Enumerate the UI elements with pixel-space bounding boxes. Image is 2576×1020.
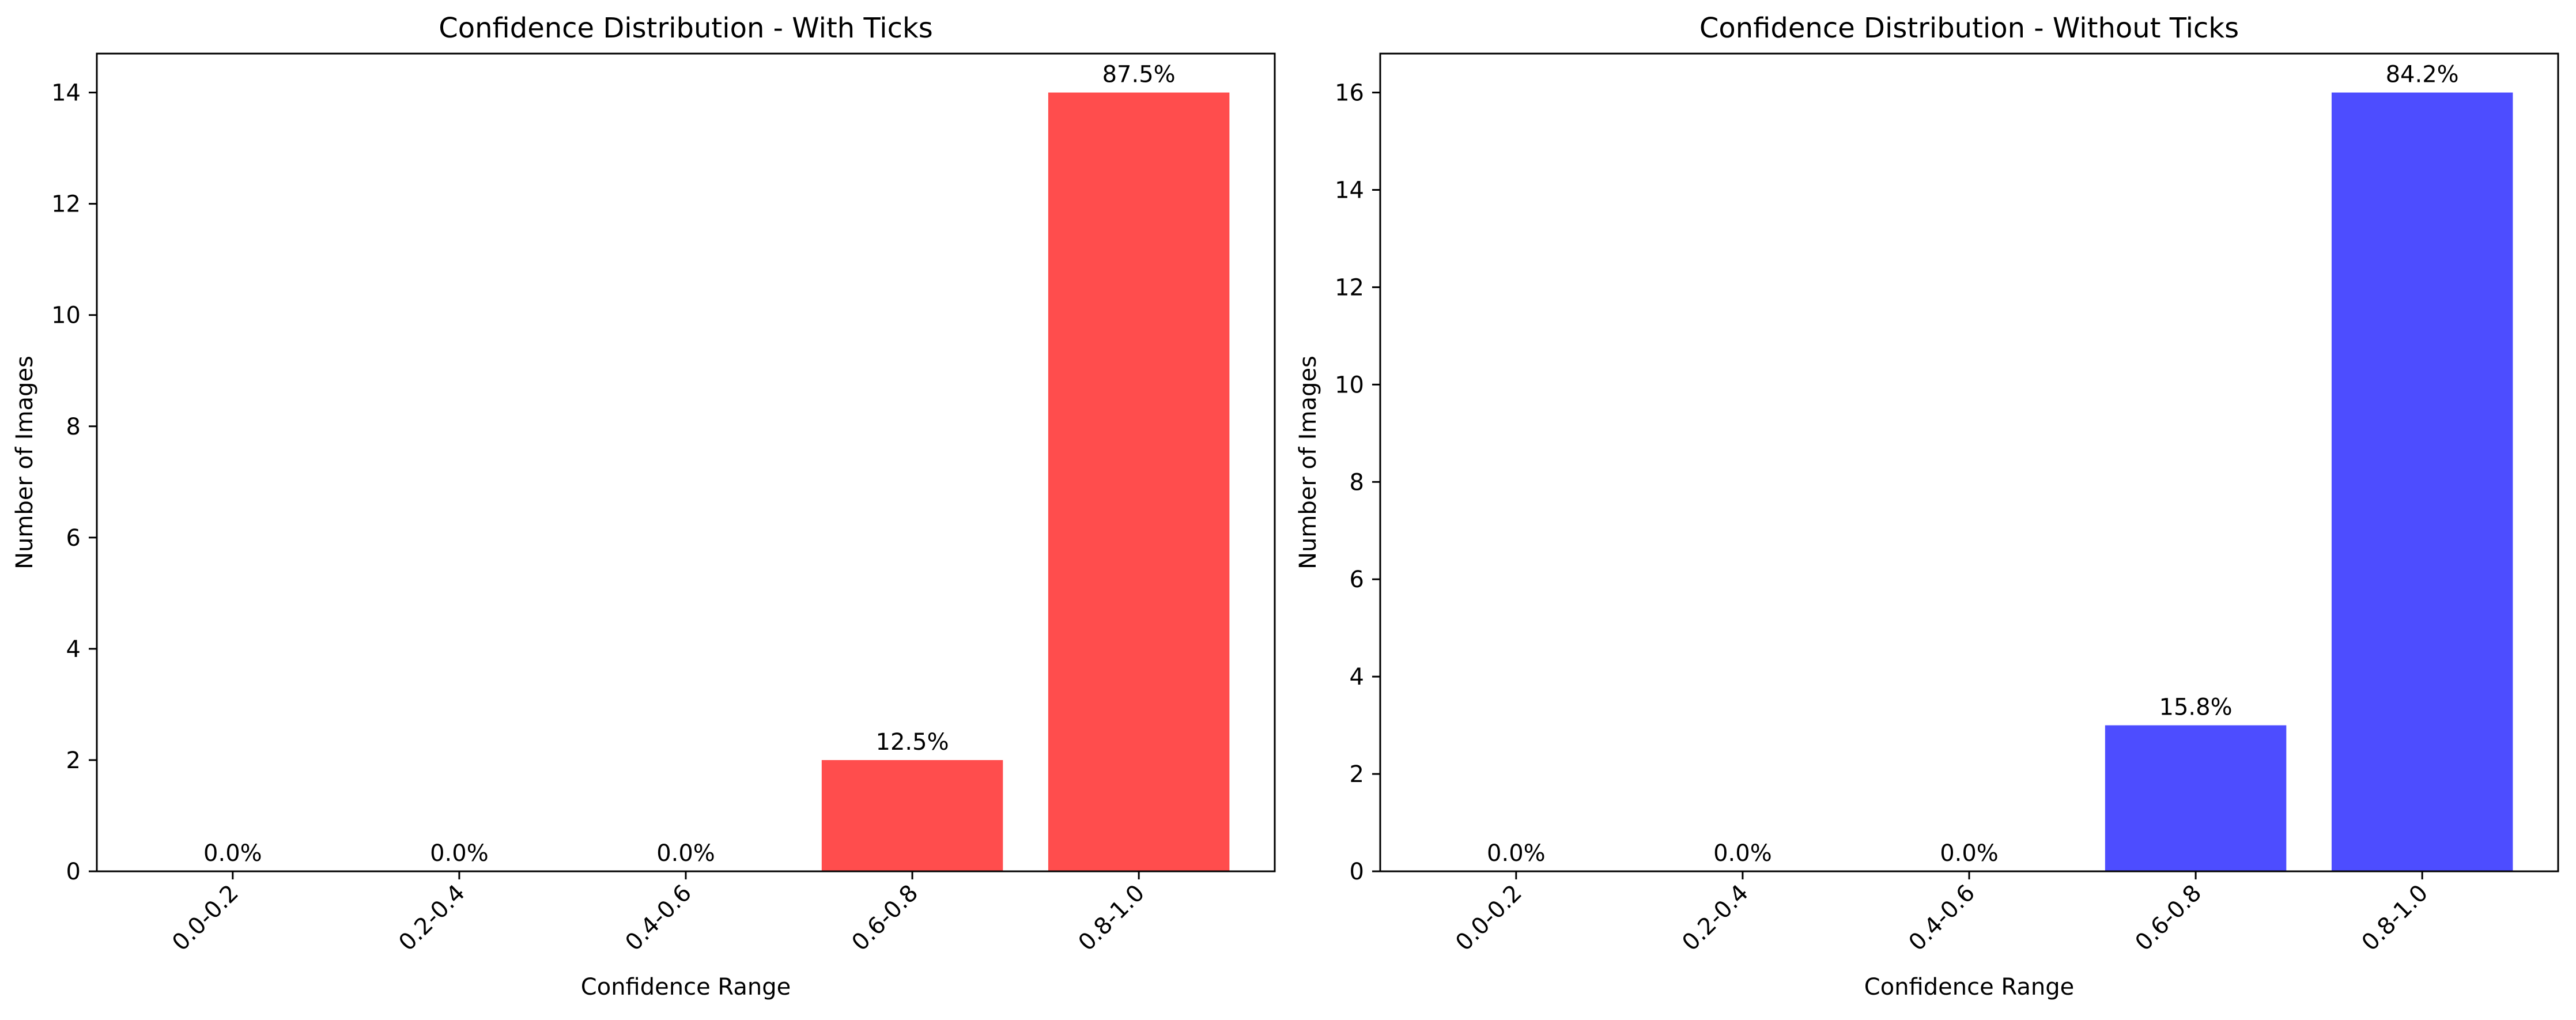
bar-data-label: 84.2% [2386, 62, 2459, 88]
x-tick-label: 0.4-0.6 [1903, 880, 1980, 957]
y-tick-label: 8 [1350, 469, 1364, 496]
y-tick-label: 2 [1350, 761, 1364, 788]
y-tick-label: 10 [1335, 372, 1364, 398]
y-tick-label: 6 [66, 525, 81, 551]
bar-data-label: 0.0% [1940, 840, 1999, 867]
y-tick-label: 16 [1335, 80, 1364, 107]
y-tick-label: 8 [66, 414, 81, 440]
y-tick-label: 12 [51, 191, 81, 218]
x-tick-label: 0.2-0.4 [1677, 880, 1754, 957]
chart-panel-without-ticks: 0.0% 0.0% 0.0% 15.8% 84.2% 0 2 4 6 8 10 12 14 16 0.0-0… [1295, 12, 2559, 1000]
x-tick-label: 0.0-0.2 [1451, 880, 1527, 957]
x-tick-label: 0.8-1.0 [2357, 880, 2434, 957]
bar-0.8-1.0 [1048, 92, 1230, 872]
y-tick-label: 2 [66, 747, 81, 774]
bar-0.8-1.0 [2331, 92, 2513, 872]
y-tick-label: 6 [1350, 566, 1364, 593]
bar-data-label: 0.0% [656, 840, 715, 867]
x-axis-label: Confidence Range [581, 974, 791, 1000]
y-axis-label: Number of Images [12, 356, 38, 569]
y-axis-label: Number of Images [1295, 356, 1321, 569]
y-tick-label: 4 [66, 636, 81, 663]
bar-data-label: 87.5% [1102, 62, 1176, 88]
x-tick-label: 0.0-0.2 [167, 880, 244, 957]
y-tick-label: 10 [51, 303, 81, 329]
y-tick-label: 14 [1335, 177, 1364, 204]
bar-data-label: 0.0% [203, 840, 262, 867]
y-tick-label: 4 [1350, 664, 1364, 690]
x-axis-label: Confidence Range [1864, 974, 2074, 1000]
chart-panel-with-ticks: 0.0% 0.0% 0.0% 12.5% 87.5% 0 2 4 6 8 10 12 14 0.0-0.2… [12, 12, 1276, 1000]
bar-data-label: 0.0% [430, 840, 489, 867]
bar-0.6-0.8 [2105, 725, 2287, 871]
x-tick-label: 0.2-0.4 [394, 880, 470, 957]
y-tick-label: 0 [1350, 859, 1364, 885]
chart-title: Confidence Distribution - With Ticks [439, 12, 933, 44]
bar-0.6-0.8 [821, 760, 1003, 871]
bar-data-label: 0.0% [1487, 840, 1546, 867]
chart-title: Confidence Distribution - Without Ticks [1699, 12, 2239, 44]
x-tick-label: 0.6-0.8 [2130, 880, 2207, 957]
y-tick-label: 12 [1335, 274, 1364, 301]
bar-data-label: 15.8% [2159, 694, 2233, 721]
x-tick-label: 0.8-1.0 [1074, 880, 1150, 957]
x-tick-label: 0.4-0.6 [620, 880, 697, 957]
bar-data-label: 0.0% [1713, 840, 1772, 867]
y-tick-label: 14 [51, 80, 81, 107]
bar-data-label: 12.5% [876, 729, 949, 755]
x-tick-label: 0.6-0.8 [847, 880, 923, 957]
y-tick-label: 0 [66, 859, 81, 885]
